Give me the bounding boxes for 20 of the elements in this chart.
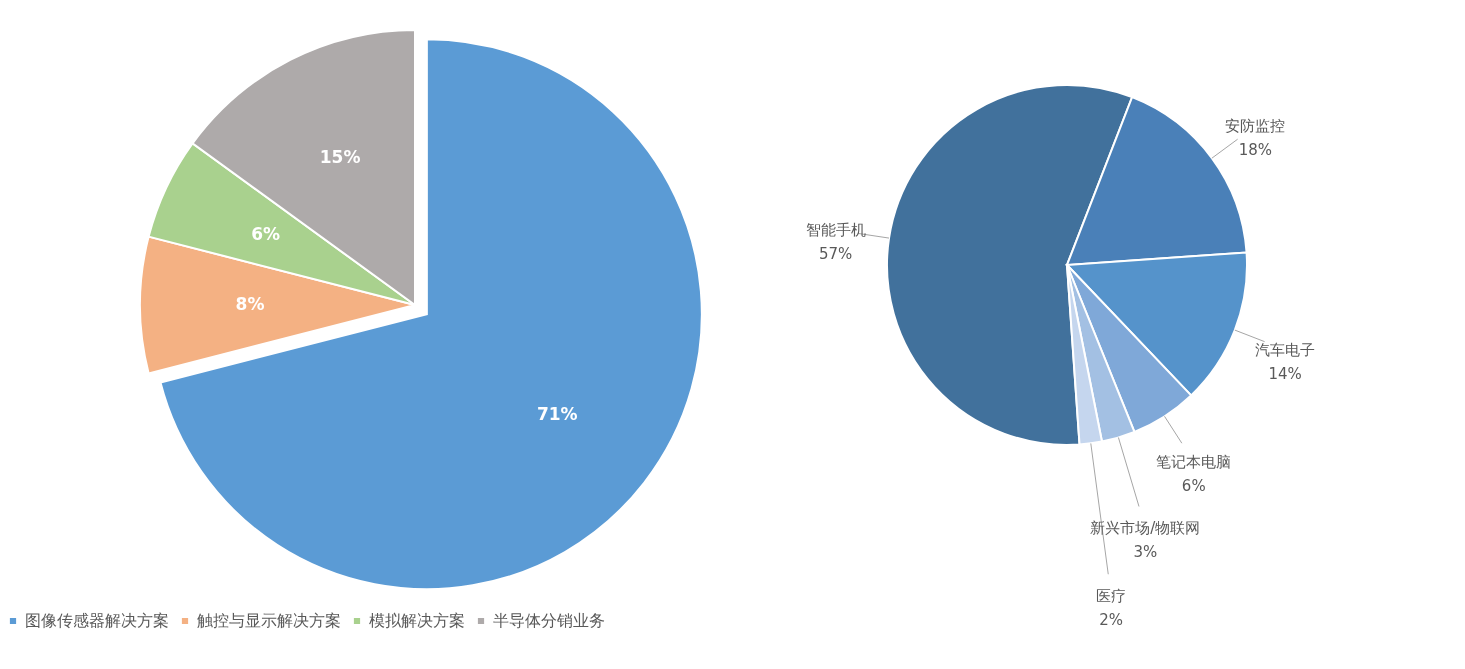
data-label: 8% [235,294,265,314]
data-label: 3% [1133,542,1158,561]
slice-label: 新兴市场/物联网 [1090,518,1201,537]
slice-label: 医疗 [1096,587,1127,606]
data-label: 15% [319,146,361,167]
legend-label: 触控与显示解决方案 [197,611,341,630]
data-label: 6% [1181,476,1206,495]
slice-label: 智能手机 [805,221,866,240]
data-label: 2% [1099,611,1124,630]
legend-label: 半导体分销业务 [493,611,605,630]
slice-label: 汽车电子 [1255,340,1316,359]
data-label: 6% [251,223,281,244]
data-label: 71% [536,404,578,425]
legend-label: 模拟解决方案 [369,611,465,630]
data-label: 57% [818,245,853,264]
slice-label: 安防监控 [1225,117,1286,136]
slice-label: 笔记本电脑 [1156,452,1232,471]
data-label: 18% [1238,141,1273,160]
data-label: 14% [1268,364,1302,383]
legend-label: 图像传感器解决方案 [25,611,169,630]
